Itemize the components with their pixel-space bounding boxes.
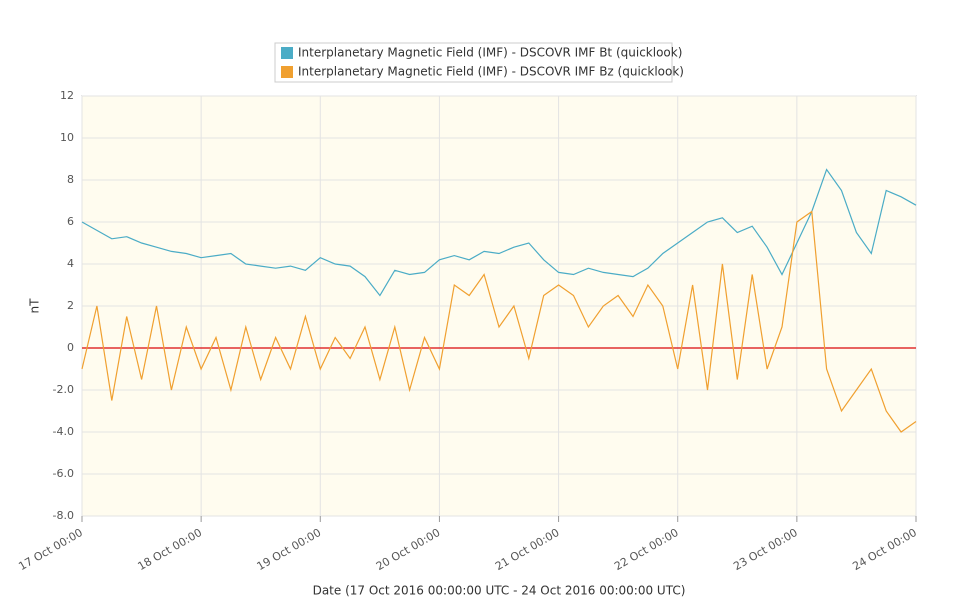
- legend-label: Interplanetary Magnetic Field (IMF) - DS…: [298, 65, 684, 79]
- x-tick-label: 23 Oct 00:00: [731, 526, 800, 573]
- x-tick-label: 21 Oct 00:00: [493, 526, 562, 573]
- x-tick-label: 24 Oct 00:00: [850, 526, 919, 573]
- x-tick-label: 19 Oct 00:00: [255, 526, 324, 573]
- legend-swatch: [281, 66, 293, 78]
- y-axis-label: nT: [28, 298, 42, 314]
- y-tick-label: -2.0: [53, 383, 74, 396]
- x-axis-label: Date (17 Oct 2016 00:00:00 UTC - 24 Oct …: [313, 584, 686, 598]
- series-line: [81, 210, 917, 433]
- legend-label: Interplanetary Magnetic Field (IMF) - DS…: [298, 46, 682, 60]
- y-tick-label: -6.0: [53, 467, 74, 480]
- y-tick-label: 4: [67, 257, 74, 270]
- y-tick-label: -4.0: [53, 425, 74, 438]
- x-tick-label: 18 Oct 00:00: [136, 526, 205, 573]
- y-tick-label: 0: [67, 341, 74, 354]
- y-tick-label: 6: [67, 215, 74, 228]
- x-tick-label: 17 Oct 00:00: [16, 526, 85, 573]
- y-tick-label: -8.0: [53, 509, 74, 522]
- series-line: [81, 168, 917, 297]
- x-tick-label: 22 Oct 00:00: [612, 526, 681, 573]
- legend-swatch: [281, 47, 293, 59]
- y-tick-label: 2: [67, 299, 74, 312]
- legend-box: [274, 42, 673, 83]
- x-tick-label: 20 Oct 00:00: [374, 526, 443, 573]
- y-tick-label: 8: [67, 173, 74, 186]
- y-tick-label: 12: [60, 89, 74, 102]
- y-tick-label: 10: [60, 131, 74, 144]
